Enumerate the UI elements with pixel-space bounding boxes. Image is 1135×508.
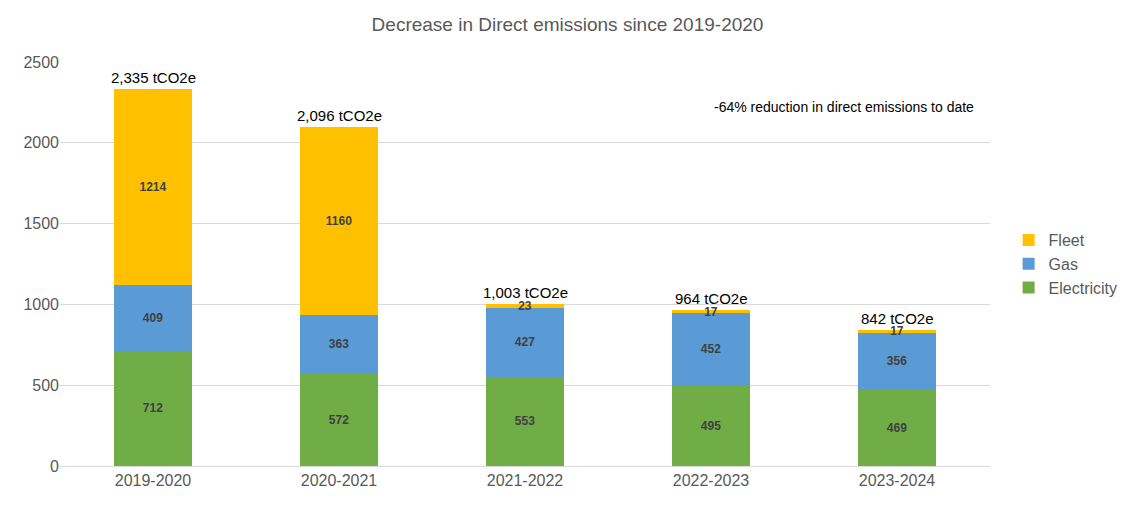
svg-text:0: 0 bbox=[50, 458, 59, 475]
svg-text:572: 572 bbox=[329, 413, 349, 427]
svg-text:17: 17 bbox=[890, 324, 904, 338]
svg-text:469: 469 bbox=[887, 421, 907, 435]
svg-text:2022-2023: 2022-2023 bbox=[673, 472, 750, 489]
svg-text:Electricity: Electricity bbox=[1049, 280, 1117, 297]
svg-text:1000: 1000 bbox=[23, 296, 59, 313]
svg-text:452: 452 bbox=[701, 342, 721, 356]
svg-text:2021-2022: 2021-2022 bbox=[487, 472, 564, 489]
svg-text:2,096 tCO2e: 2,096 tCO2e bbox=[297, 107, 382, 124]
svg-text:2500: 2500 bbox=[23, 54, 59, 71]
svg-text:500: 500 bbox=[32, 377, 59, 394]
svg-text:427: 427 bbox=[515, 335, 535, 349]
svg-text:23: 23 bbox=[518, 299, 532, 313]
svg-text:2019-2020: 2019-2020 bbox=[115, 472, 192, 489]
svg-text:-64% reduction in direct emiss: -64% reduction in direct emissions to da… bbox=[714, 99, 974, 115]
svg-text:409: 409 bbox=[143, 311, 163, 325]
svg-text:Decrease in Direct emissions s: Decrease in Direct emissions since 2019-… bbox=[372, 14, 764, 35]
svg-text:17: 17 bbox=[704, 305, 718, 319]
svg-text:964 tCO2e: 964 tCO2e bbox=[675, 290, 748, 307]
svg-text:1,003 tCO2e: 1,003 tCO2e bbox=[483, 284, 568, 301]
svg-text:553: 553 bbox=[515, 414, 535, 428]
svg-text:2023-2024: 2023-2024 bbox=[859, 472, 936, 489]
svg-text:2000: 2000 bbox=[23, 134, 59, 151]
svg-text:842 tCO2e: 842 tCO2e bbox=[861, 310, 934, 327]
svg-text:1214: 1214 bbox=[139, 180, 166, 194]
svg-text:2020-2021: 2020-2021 bbox=[301, 472, 378, 489]
svg-text:2,335 tCO2e: 2,335 tCO2e bbox=[111, 69, 196, 86]
svg-text:Fleet: Fleet bbox=[1049, 232, 1085, 249]
svg-text:1160: 1160 bbox=[326, 214, 352, 228]
svg-text:1500: 1500 bbox=[23, 215, 59, 232]
svg-text:Gas: Gas bbox=[1049, 256, 1078, 273]
svg-text:712: 712 bbox=[143, 401, 163, 415]
svg-text:363: 363 bbox=[329, 337, 349, 351]
svg-text:495: 495 bbox=[701, 419, 721, 433]
svg-text:356: 356 bbox=[887, 354, 907, 368]
